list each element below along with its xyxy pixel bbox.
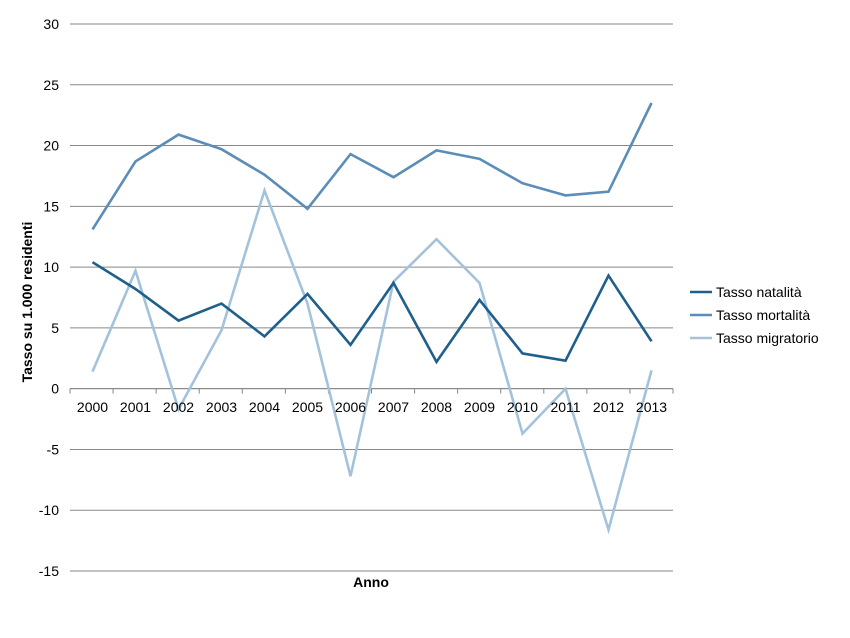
series-lines	[91, 102, 653, 535]
legend-label-1: Tasso mortalità	[716, 307, 810, 323]
x-tick-label: 2010	[507, 399, 538, 415]
y-tick-label: 25	[43, 77, 59, 93]
x-tick-label: 2008	[421, 399, 452, 415]
y-tick-label: 15	[43, 198, 59, 214]
x-tick-label: 2000	[77, 399, 108, 415]
y-tick-label: 0	[51, 381, 59, 397]
x-axis-tick-labels: 2000 2001 2002 2003 2004 2005 2006 2007 2008 2009…	[77, 399, 667, 415]
gridlines	[70, 23, 673, 572]
x-tick-label: 2005	[292, 399, 323, 415]
y-tick-label: -10	[39, 502, 59, 518]
y-tick-label: 20	[43, 138, 59, 154]
y-tick-label: 30	[43, 16, 59, 32]
x-tick-label: 2012	[593, 399, 624, 415]
y-tick-label: 10	[43, 259, 59, 275]
x-tick-label: 2004	[249, 399, 280, 415]
series-line-0	[91, 261, 653, 365]
x-tick-label: 2009	[464, 399, 495, 415]
x-tick-label: 2006	[335, 399, 366, 415]
x-tick-label: 2003	[206, 399, 237, 415]
y-tick-label: 5	[51, 320, 59, 336]
x-tick-label: 2007	[378, 399, 409, 415]
series-line-1	[91, 102, 653, 231]
y-tick-label: -15	[39, 563, 59, 579]
x-axis	[69, 388, 674, 394]
x-tick-label: 2013	[636, 399, 667, 415]
x-tick-label: 2002	[163, 399, 194, 415]
x-tick-label: 2001	[120, 399, 151, 415]
series-line-2	[91, 186, 653, 535]
legend-label-2: Tasso migratorio	[716, 330, 819, 346]
legend-label-0: Tasso natalità	[716, 284, 802, 300]
x-axis-title: Anno	[353, 574, 389, 590]
y-axis-title: Tasso su 1.000 residenti	[19, 222, 35, 383]
y-axis-tick-labels: 30 25 20 15 10 5 0 -5 -10 -15	[39, 16, 59, 579]
x-tick-label: 2011	[550, 399, 580, 415]
y-tick-label: -5	[47, 441, 60, 457]
legend: Tasso natalità Tasso mortalità Tasso migra…	[690, 284, 819, 346]
